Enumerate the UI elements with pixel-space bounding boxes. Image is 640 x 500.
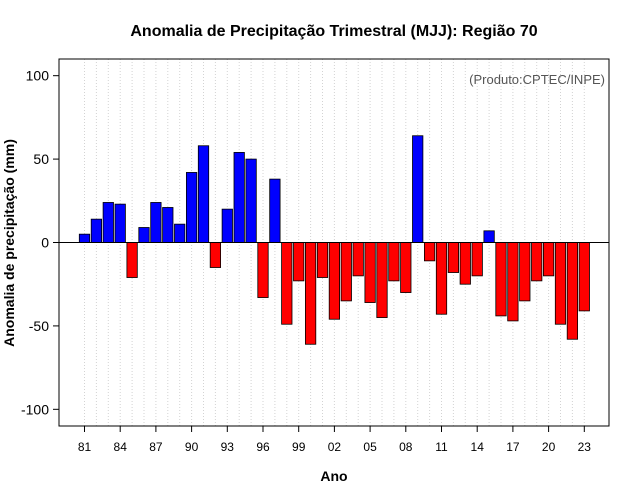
chart-title: Anomalia de Precipitação Trimestral (MJJ…	[130, 23, 537, 40]
bar-2022	[566, 242, 579, 340]
bar-1984	[114, 203, 126, 243]
bar-2001	[316, 242, 329, 278]
bar-2008	[400, 242, 412, 293]
x-axis-label: Ano	[320, 468, 347, 484]
bar-2005	[364, 242, 376, 303]
x-tick-label: 81	[78, 440, 92, 454]
bar-2009	[412, 135, 424, 243]
bar-1982	[90, 218, 102, 243]
bar-2004	[352, 242, 364, 277]
bar-2015	[483, 230, 495, 243]
y-axis: -100 -50 0 50 100	[21, 68, 59, 417]
bar-2003	[340, 242, 352, 302]
bar-2002	[328, 242, 341, 320]
bar-2013	[459, 242, 471, 285]
bar-2000	[304, 242, 317, 345]
x-tick-label: 14	[471, 440, 485, 454]
bar-1996	[257, 242, 269, 298]
bar-2012	[447, 242, 460, 273]
x-tick-label: 11	[435, 440, 448, 454]
annotation-text: (Produto:CPTEC/INPE)	[469, 72, 605, 87]
bar-1985	[126, 242, 138, 278]
x-tick-label: 05	[363, 440, 377, 454]
x-tick-label: 96	[256, 440, 270, 454]
bars	[78, 135, 590, 345]
bar-2021	[554, 242, 567, 325]
bar-2017	[507, 242, 519, 322]
bar-1993	[221, 208, 233, 243]
bar-2018	[519, 242, 531, 302]
x-tick-label: 87	[149, 440, 163, 454]
bar-2007	[388, 242, 400, 282]
y-tick-label: 50	[33, 151, 49, 167]
x-tick-label: 20	[542, 440, 556, 454]
y-tick-label: -100	[21, 401, 49, 417]
bar-1991	[197, 145, 210, 243]
x-tick-label: 93	[221, 440, 235, 454]
bar-1998	[281, 242, 293, 325]
x-tick-label: 08	[399, 440, 413, 454]
x-tick-label: 90	[185, 440, 199, 454]
bar-1983	[102, 202, 114, 243]
bar-1999	[293, 242, 305, 282]
bar-2016	[495, 242, 507, 317]
bar-1988	[162, 207, 174, 243]
bar-2020	[543, 242, 555, 277]
bar-1990	[185, 172, 198, 243]
y-tick-label: -50	[29, 318, 49, 334]
bar-2023	[578, 242, 590, 312]
x-tick-label: 02	[328, 440, 342, 454]
bar-1994	[233, 152, 245, 243]
x-tick-label: 99	[292, 440, 306, 454]
bar-1986	[138, 227, 150, 243]
x-tick-label: 17	[506, 440, 520, 454]
x-tick-label: 23	[578, 440, 592, 454]
x-tick-label: 84	[114, 440, 128, 454]
bar-1992	[209, 242, 221, 268]
bar-1997	[269, 178, 281, 243]
bar-1987	[150, 202, 162, 243]
bar-1989	[174, 223, 186, 243]
bar-1981	[78, 233, 91, 243]
bar-1995	[245, 158, 257, 243]
x-axis: 81 84 87 90 93 96 99 02 05 08 11 14 17 20 23	[78, 426, 591, 454]
bar-2006	[376, 242, 388, 318]
bar-2010	[423, 242, 436, 262]
y-tick-label: 0	[41, 235, 49, 251]
bar-2011	[435, 242, 448, 315]
bar-2014	[471, 242, 483, 277]
y-axis-label: Anomalia de precipitação (mm)	[1, 139, 17, 347]
y-tick-label: 100	[26, 68, 50, 84]
bar-2019	[531, 242, 543, 282]
